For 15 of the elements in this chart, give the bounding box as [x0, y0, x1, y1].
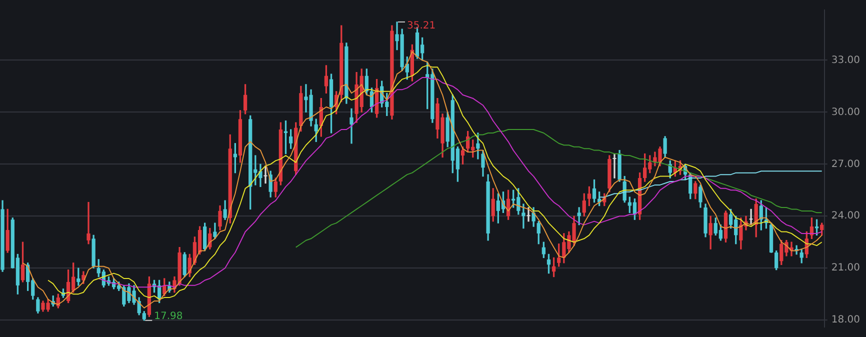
y-tick-label: 21.00: [831, 262, 860, 274]
candlestick: [522, 204, 526, 229]
y-tick-label: 27.00: [831, 158, 860, 170]
annotation: 17.98: [154, 311, 183, 322]
y-tick-label: 18.00: [831, 314, 860, 326]
y-tick-label: 24.00: [831, 210, 860, 222]
candlestick: [749, 208, 753, 226]
y-tick-label: 33.00: [831, 54, 860, 66]
y-tick-label: 30.00: [831, 106, 860, 118]
candlestick: [612, 153, 616, 178]
candlestick: [526, 207, 530, 222]
candlestick: [350, 108, 354, 144]
candlestick: [264, 166, 268, 184]
annotation: 35.21: [407, 20, 436, 32]
candlestick: [86, 202, 90, 244]
